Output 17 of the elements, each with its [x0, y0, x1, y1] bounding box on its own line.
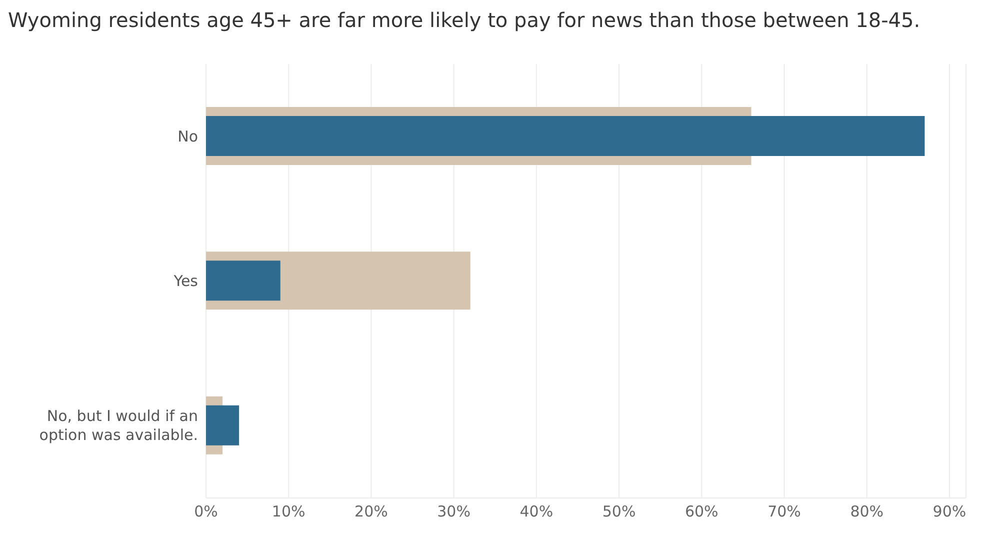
x-tick-label: 20%	[354, 502, 388, 521]
x-tick-label: 80%	[850, 502, 884, 521]
x-tick-label: 10%	[272, 502, 306, 521]
x-tick-label: 30%	[437, 502, 470, 521]
y-tick-label: No	[178, 127, 198, 146]
bar	[206, 116, 925, 156]
x-tick-label: 60%	[684, 502, 718, 521]
bar	[206, 405, 240, 446]
bar	[206, 260, 280, 301]
y-tick-label: Yes	[172, 272, 198, 290]
x-tick-label: 40%	[520, 502, 554, 521]
x-tick-label: 0%	[194, 502, 218, 521]
y-tick-label: No, but I would if an option was available.	[39, 407, 198, 444]
x-tick-label: 70%	[768, 502, 801, 521]
x-tick-label: 50%	[602, 502, 636, 521]
chart-title: Wyoming residents age 45+ are far more likely to pay for news than those between 18-45.	[8, 8, 922, 34]
x-tick-label: 90%	[932, 502, 966, 521]
